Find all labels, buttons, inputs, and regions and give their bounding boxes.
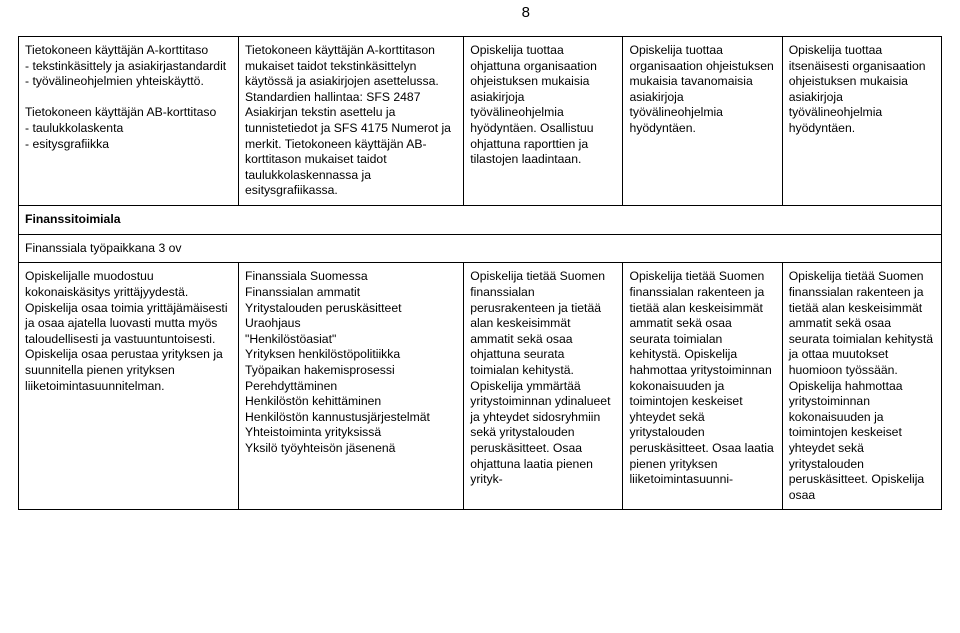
cell-r1-c4: Opiskelija tuottaa organisaation ohjeist… <box>623 37 782 206</box>
cell-r2-c4: Opiskelija tietää Suomen finanssialan ra… <box>623 263 782 510</box>
cell-r2-c3: Opiskelija tietää Suomen finanssialan pe… <box>464 263 623 510</box>
cell-r1-c2: Tietokoneen käyttäjän A-korttitason muka… <box>239 37 464 206</box>
cell-r2-c5: Opiskelija tietää Suomen finanssialan ra… <box>782 263 941 510</box>
page-number: 8 <box>522 4 530 21</box>
table-row: Tietokoneen käyttäjän A-korttitaso- teks… <box>19 37 942 206</box>
page: 8 Tietokoneen käyttäjän A-korttitaso- te… <box>0 0 960 633</box>
content-table: Tietokoneen käyttäjän A-korttitaso- teks… <box>18 36 942 510</box>
cell-r1-c5: Opiskelija tuottaa itsenäisesti organisa… <box>782 37 941 206</box>
cell-r2-c1: Opiskelijalle muodostuu kokonaiskäsitys … <box>19 263 239 510</box>
section-heading: Finanssitoimiala <box>19 206 942 235</box>
cell-r2-c2: Finanssiala SuomessaFinanssialan ammatit… <box>239 263 464 510</box>
table-row: Opiskelijalle muodostuu kokonaiskäsitys … <box>19 263 942 510</box>
sub-heading-row: Finanssiala työpaikkana 3 ov <box>19 234 942 263</box>
cell-r1-c3: Opiskelija tuottaa ohjattuna organisaati… <box>464 37 623 206</box>
sub-heading: Finanssiala työpaikkana 3 ov <box>19 234 942 263</box>
section-heading-row: Finanssitoimiala <box>19 206 942 235</box>
cell-r1-c1: Tietokoneen käyttäjän A-korttitaso- teks… <box>19 37 239 206</box>
